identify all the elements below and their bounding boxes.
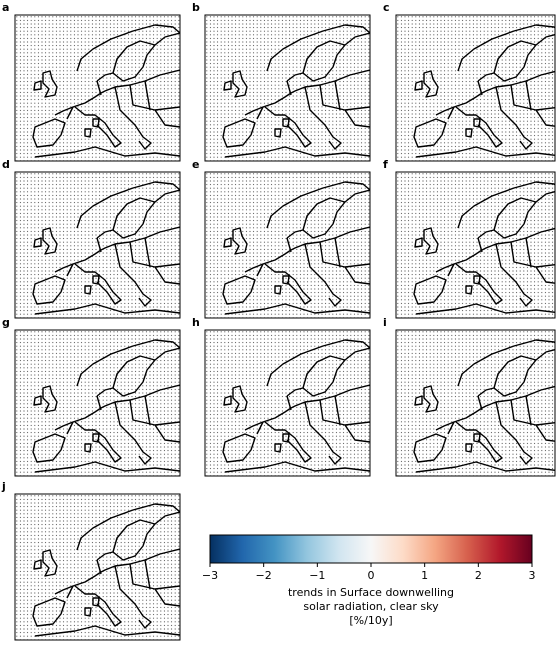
colorbar-tick-label: −2	[256, 569, 272, 582]
stipple	[396, 15, 555, 161]
colorbar	[209, 534, 533, 564]
stipple	[15, 15, 180, 161]
colorbar-tick-label: 3	[529, 569, 536, 582]
stipple	[205, 172, 370, 318]
frame	[204, 329, 371, 477]
stipple	[15, 330, 180, 476]
frame	[14, 493, 181, 641]
colorbar-tick-label: 1	[421, 569, 428, 582]
panel-label: f	[383, 158, 388, 171]
map-panel	[204, 329, 371, 477]
panel-label: h	[192, 316, 200, 329]
frame	[204, 171, 371, 319]
map-panel	[204, 171, 371, 319]
colorbar-tick-label: −3	[202, 569, 218, 582]
frame	[14, 329, 181, 477]
panel-label: g	[2, 316, 10, 329]
map-panel	[204, 14, 371, 162]
panel-label: a	[2, 1, 9, 14]
panel-label: d	[2, 158, 10, 171]
stipple	[396, 330, 555, 476]
colorbar-tick-label: 0	[368, 569, 375, 582]
colorbar-tick-label: −1	[309, 569, 325, 582]
frame	[395, 171, 556, 319]
map-panel	[395, 329, 556, 477]
panel-label: i	[383, 316, 387, 329]
frame	[204, 14, 371, 162]
stipple	[396, 172, 555, 318]
colorbar-label: [%/10y]	[349, 614, 392, 627]
map-panel	[14, 493, 181, 641]
frame	[14, 171, 181, 319]
colorbar-tick-label: 2	[475, 569, 482, 582]
stipple	[205, 330, 370, 476]
panel-label: e	[192, 158, 199, 171]
frame	[395, 329, 556, 477]
panel-label: c	[383, 1, 390, 14]
map-panel	[14, 171, 181, 319]
map-panel	[395, 14, 556, 162]
map-panel	[14, 14, 181, 162]
stipple	[15, 494, 180, 640]
stipple	[15, 172, 180, 318]
panel-label: j	[1, 480, 6, 493]
map-panel	[14, 329, 181, 477]
colorbar-label: solar radiation, clear sky	[303, 600, 439, 613]
panel-label: b	[192, 1, 200, 14]
stipple	[205, 15, 370, 161]
colorbar-label: trends in Surface downwelling	[288, 586, 454, 599]
frame	[395, 14, 556, 162]
map-panel	[395, 171, 556, 319]
frame	[14, 14, 181, 162]
